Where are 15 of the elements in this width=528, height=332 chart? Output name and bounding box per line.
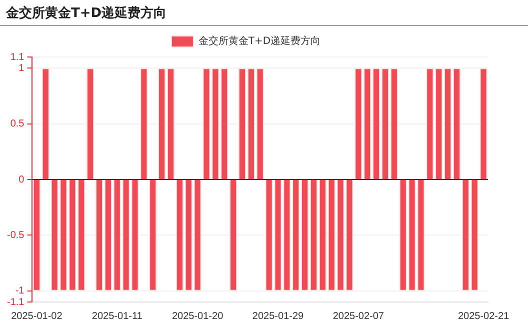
x-tick-label: 2025-01-11 xyxy=(92,310,143,322)
x-tick-label: 2025-02-21 xyxy=(458,310,510,322)
x-tick-label: 2025-02-07 xyxy=(332,310,384,322)
y-tick-label: 1 xyxy=(18,62,25,74)
y-tick-label: 0 xyxy=(18,174,25,186)
chart-title: 金交所黄金T+D递延费方向 xyxy=(0,0,528,26)
legend-label: 金交所黄金T+D递延费方向 xyxy=(198,35,321,48)
y-tick-label: 1.1 xyxy=(10,52,25,63)
y-tick-label: 0.5 xyxy=(10,118,25,130)
x-tick-label: 2025-01-02 xyxy=(11,310,63,322)
y-tick-label: -1 xyxy=(15,286,25,297)
x-tick-label: 2025-01-20 xyxy=(172,310,224,322)
x-tick-label: 2025-01-29 xyxy=(252,310,304,322)
y-tick-label: -1.1 xyxy=(6,296,25,308)
y-tick-label: -0.5 xyxy=(6,230,25,241)
